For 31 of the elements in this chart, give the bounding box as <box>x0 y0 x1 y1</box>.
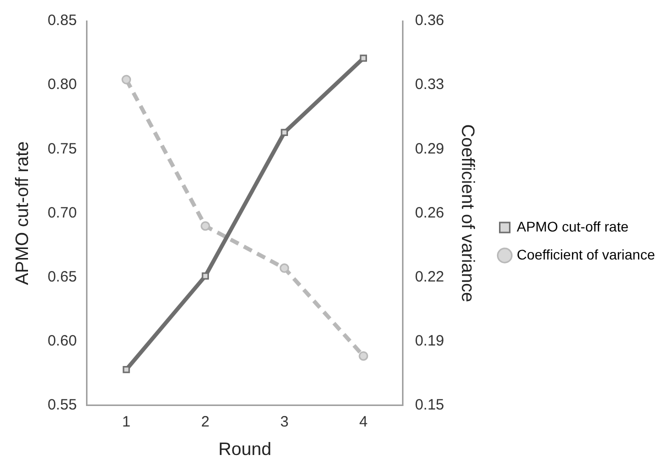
x-tick-label: 2 <box>201 414 210 431</box>
point <box>280 128 288 136</box>
x-tick-label: 1 <box>122 414 130 431</box>
y2-tick-label: 0.26 <box>414 204 444 222</box>
point <box>360 54 367 62</box>
y-tick-label: 0.60 <box>48 332 77 350</box>
point <box>122 74 132 84</box>
y2-tick-label: 0.19 <box>414 332 444 350</box>
x-tick-label: 3 <box>280 414 289 431</box>
x-tick-label: 4 <box>359 414 368 431</box>
y2-tick-label: 0.33 <box>414 76 444 94</box>
y-tick-label: 0.85 <box>48 12 77 30</box>
y-tick-label: 0.70 <box>48 204 77 222</box>
point <box>122 366 130 374</box>
y2-tick-label: 0.22 <box>414 268 444 286</box>
point <box>358 351 368 361</box>
y-tick-label: 0.75 <box>48 140 77 158</box>
y-tick-label: 0.80 <box>48 76 77 94</box>
point <box>280 263 290 273</box>
y-tick-label: 0.55 <box>48 396 77 414</box>
x-axis-title: Round <box>218 439 272 460</box>
point <box>202 272 209 280</box>
y-axis-title: APMO cut-off rate <box>12 141 32 286</box>
y2-tick-label: 0.15 <box>414 396 444 414</box>
y2-tick-label: 0.36 <box>414 12 444 30</box>
legend-label: APMO cut-off rate <box>516 218 629 234</box>
point <box>200 221 210 231</box>
y2-axis-title: Coefficient of variance <box>458 124 478 302</box>
legend-label: Coefficient of variance <box>516 246 656 262</box>
y-tick-label: 0.65 <box>48 268 77 286</box>
y2-tick-label: 0.29 <box>414 140 444 158</box>
